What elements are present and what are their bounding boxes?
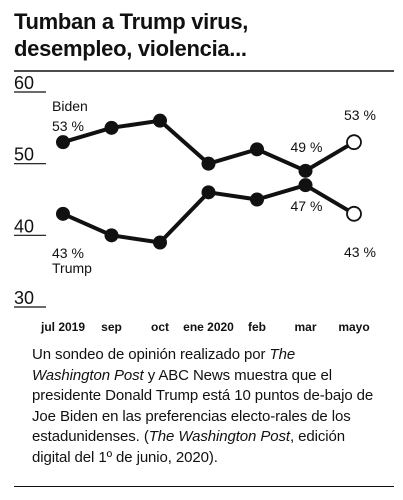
chart-title: Tumban a Trump virus, desempleo, violenc… bbox=[14, 8, 394, 62]
point-trump-5 bbox=[298, 178, 313, 193]
point-biden-3 bbox=[201, 156, 216, 171]
trump-end-value: 43 % bbox=[344, 244, 376, 260]
y-tick-label-40: 40 bbox=[14, 216, 34, 236]
title-line-2: desempleo, violencia... bbox=[14, 36, 247, 61]
caption-text-1: Un sondeo de opinión realizado por bbox=[32, 346, 266, 363]
biden-end-value: 53 % bbox=[344, 107, 376, 123]
y-tick-label-50: 50 bbox=[14, 145, 34, 165]
point-trump-2 bbox=[153, 235, 167, 250]
x-tick-label-1: sep bbox=[101, 320, 122, 334]
caption-text-2: y ABC News muestra que el presidente Don… bbox=[32, 366, 374, 446]
point-trump-6 bbox=[346, 205, 362, 222]
x-tick-label-3: ene 2020 bbox=[183, 320, 234, 334]
point-biden-2 bbox=[153, 113, 167, 128]
point-biden-0 bbox=[56, 135, 70, 150]
x-tick-label-2: oct bbox=[151, 320, 169, 334]
point-biden-5 bbox=[298, 163, 313, 178]
y-tick-label-60: 60 bbox=[14, 73, 34, 93]
point-trump-4 bbox=[250, 192, 264, 207]
point-biden-4 bbox=[250, 142, 264, 157]
y-tick-label-30: 30 bbox=[14, 288, 34, 308]
line-chart: 30 40 50 60 jul 2019 sep oct ene 2020 feb mar mayo… bbox=[14, 70, 394, 334]
point-trump-1 bbox=[104, 228, 119, 243]
x-tick-label-5: mar bbox=[294, 320, 316, 334]
chart-caption: Un sondeo de opinión realizado por The W… bbox=[32, 345, 377, 468]
point-trump-3 bbox=[201, 185, 216, 200]
caption-source-2: The Washington Post bbox=[148, 428, 290, 445]
series-label-trump: Trump bbox=[52, 260, 92, 276]
x-tick-label-6: mayo bbox=[338, 320, 369, 334]
biden-mar-value: 49 % bbox=[291, 139, 323, 155]
caption-source-1: The Washington Post bbox=[32, 346, 296, 384]
x-tick-label-4: feb bbox=[248, 320, 266, 334]
title-line-1: Tumban a Trump virus, bbox=[14, 9, 249, 34]
x-tick-label-0: jul 2019 bbox=[40, 320, 85, 334]
point-biden-1 bbox=[104, 120, 119, 135]
point-trump-0 bbox=[56, 206, 70, 221]
biden-start-value: 53 % bbox=[52, 118, 84, 134]
point-biden-6 bbox=[346, 134, 362, 151]
series-label-biden: Biden bbox=[52, 98, 88, 114]
bottom-divider bbox=[14, 486, 394, 487]
trump-start-value: 43 % bbox=[52, 245, 84, 261]
trump-mar-value: 47 % bbox=[291, 198, 323, 214]
caption-text-3: , edición digital del 1º de junio, 2020)… bbox=[32, 428, 345, 466]
